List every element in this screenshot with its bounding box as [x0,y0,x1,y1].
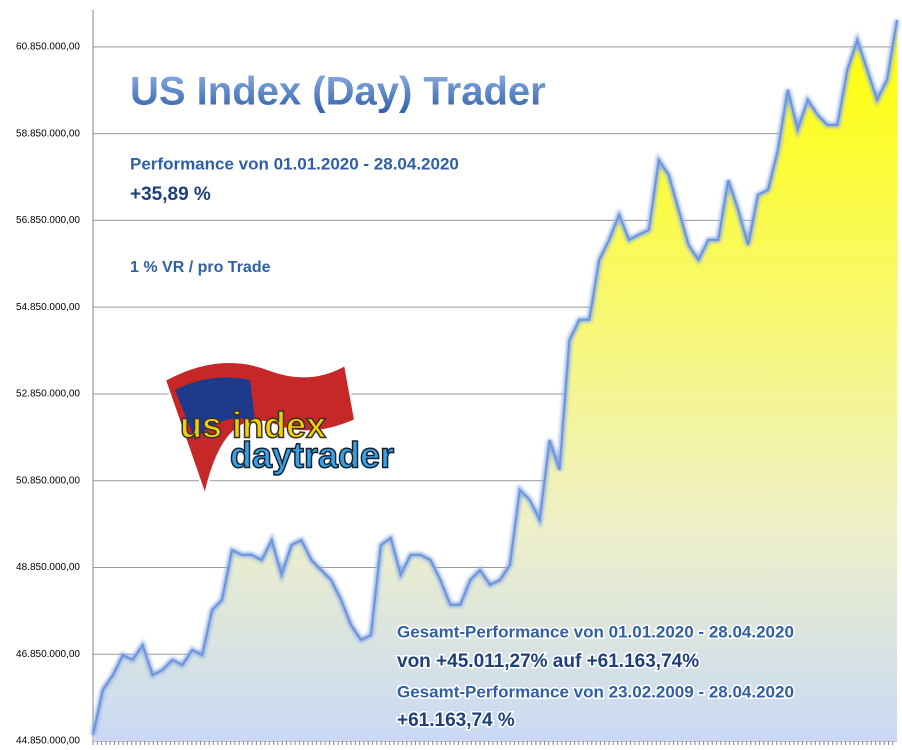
plot-area [90,19,900,741]
annotation: Performance von 01.01.2020 - 28.04.2020 [130,154,459,173]
annotation: Gesamt-Performance von 23.02.2009 - 28.0… [397,682,794,701]
y-tick-label: 56.850.000,00 [16,215,80,226]
y-tick-label: 44.850.000,00 [16,736,80,747]
y-tick-label: 48.850.000,00 [16,562,80,573]
logo: us index daytrader [163,361,395,499]
y-tick-label: 50.850.000,00 [16,475,80,486]
y-tick-label: 60.850.000,00 [16,42,80,53]
y-tick-label: 46.850.000,00 [16,649,80,660]
annotation: von +45.011,27% auf +61.163,74% [397,651,699,672]
annotation: 1 % VR / pro Trade [130,259,271,276]
annotation: +61.163,74 % [397,710,515,731]
logo-text: daytrader [230,435,394,476]
y-tick-label: 54.850.000,00 [16,302,80,313]
line [92,19,898,736]
chart-title: US Index (Day) Trader [130,70,546,114]
annotation: +35,89 % [130,184,211,205]
y-tick-label: 52.850.000,00 [16,389,80,400]
area-fill [93,20,897,741]
y-tick-label: 58.850.000,00 [16,128,80,139]
annotation: Gesamt-Performance von 01.01.2020 - 28.0… [397,622,794,641]
logo-text: us index [180,405,326,446]
